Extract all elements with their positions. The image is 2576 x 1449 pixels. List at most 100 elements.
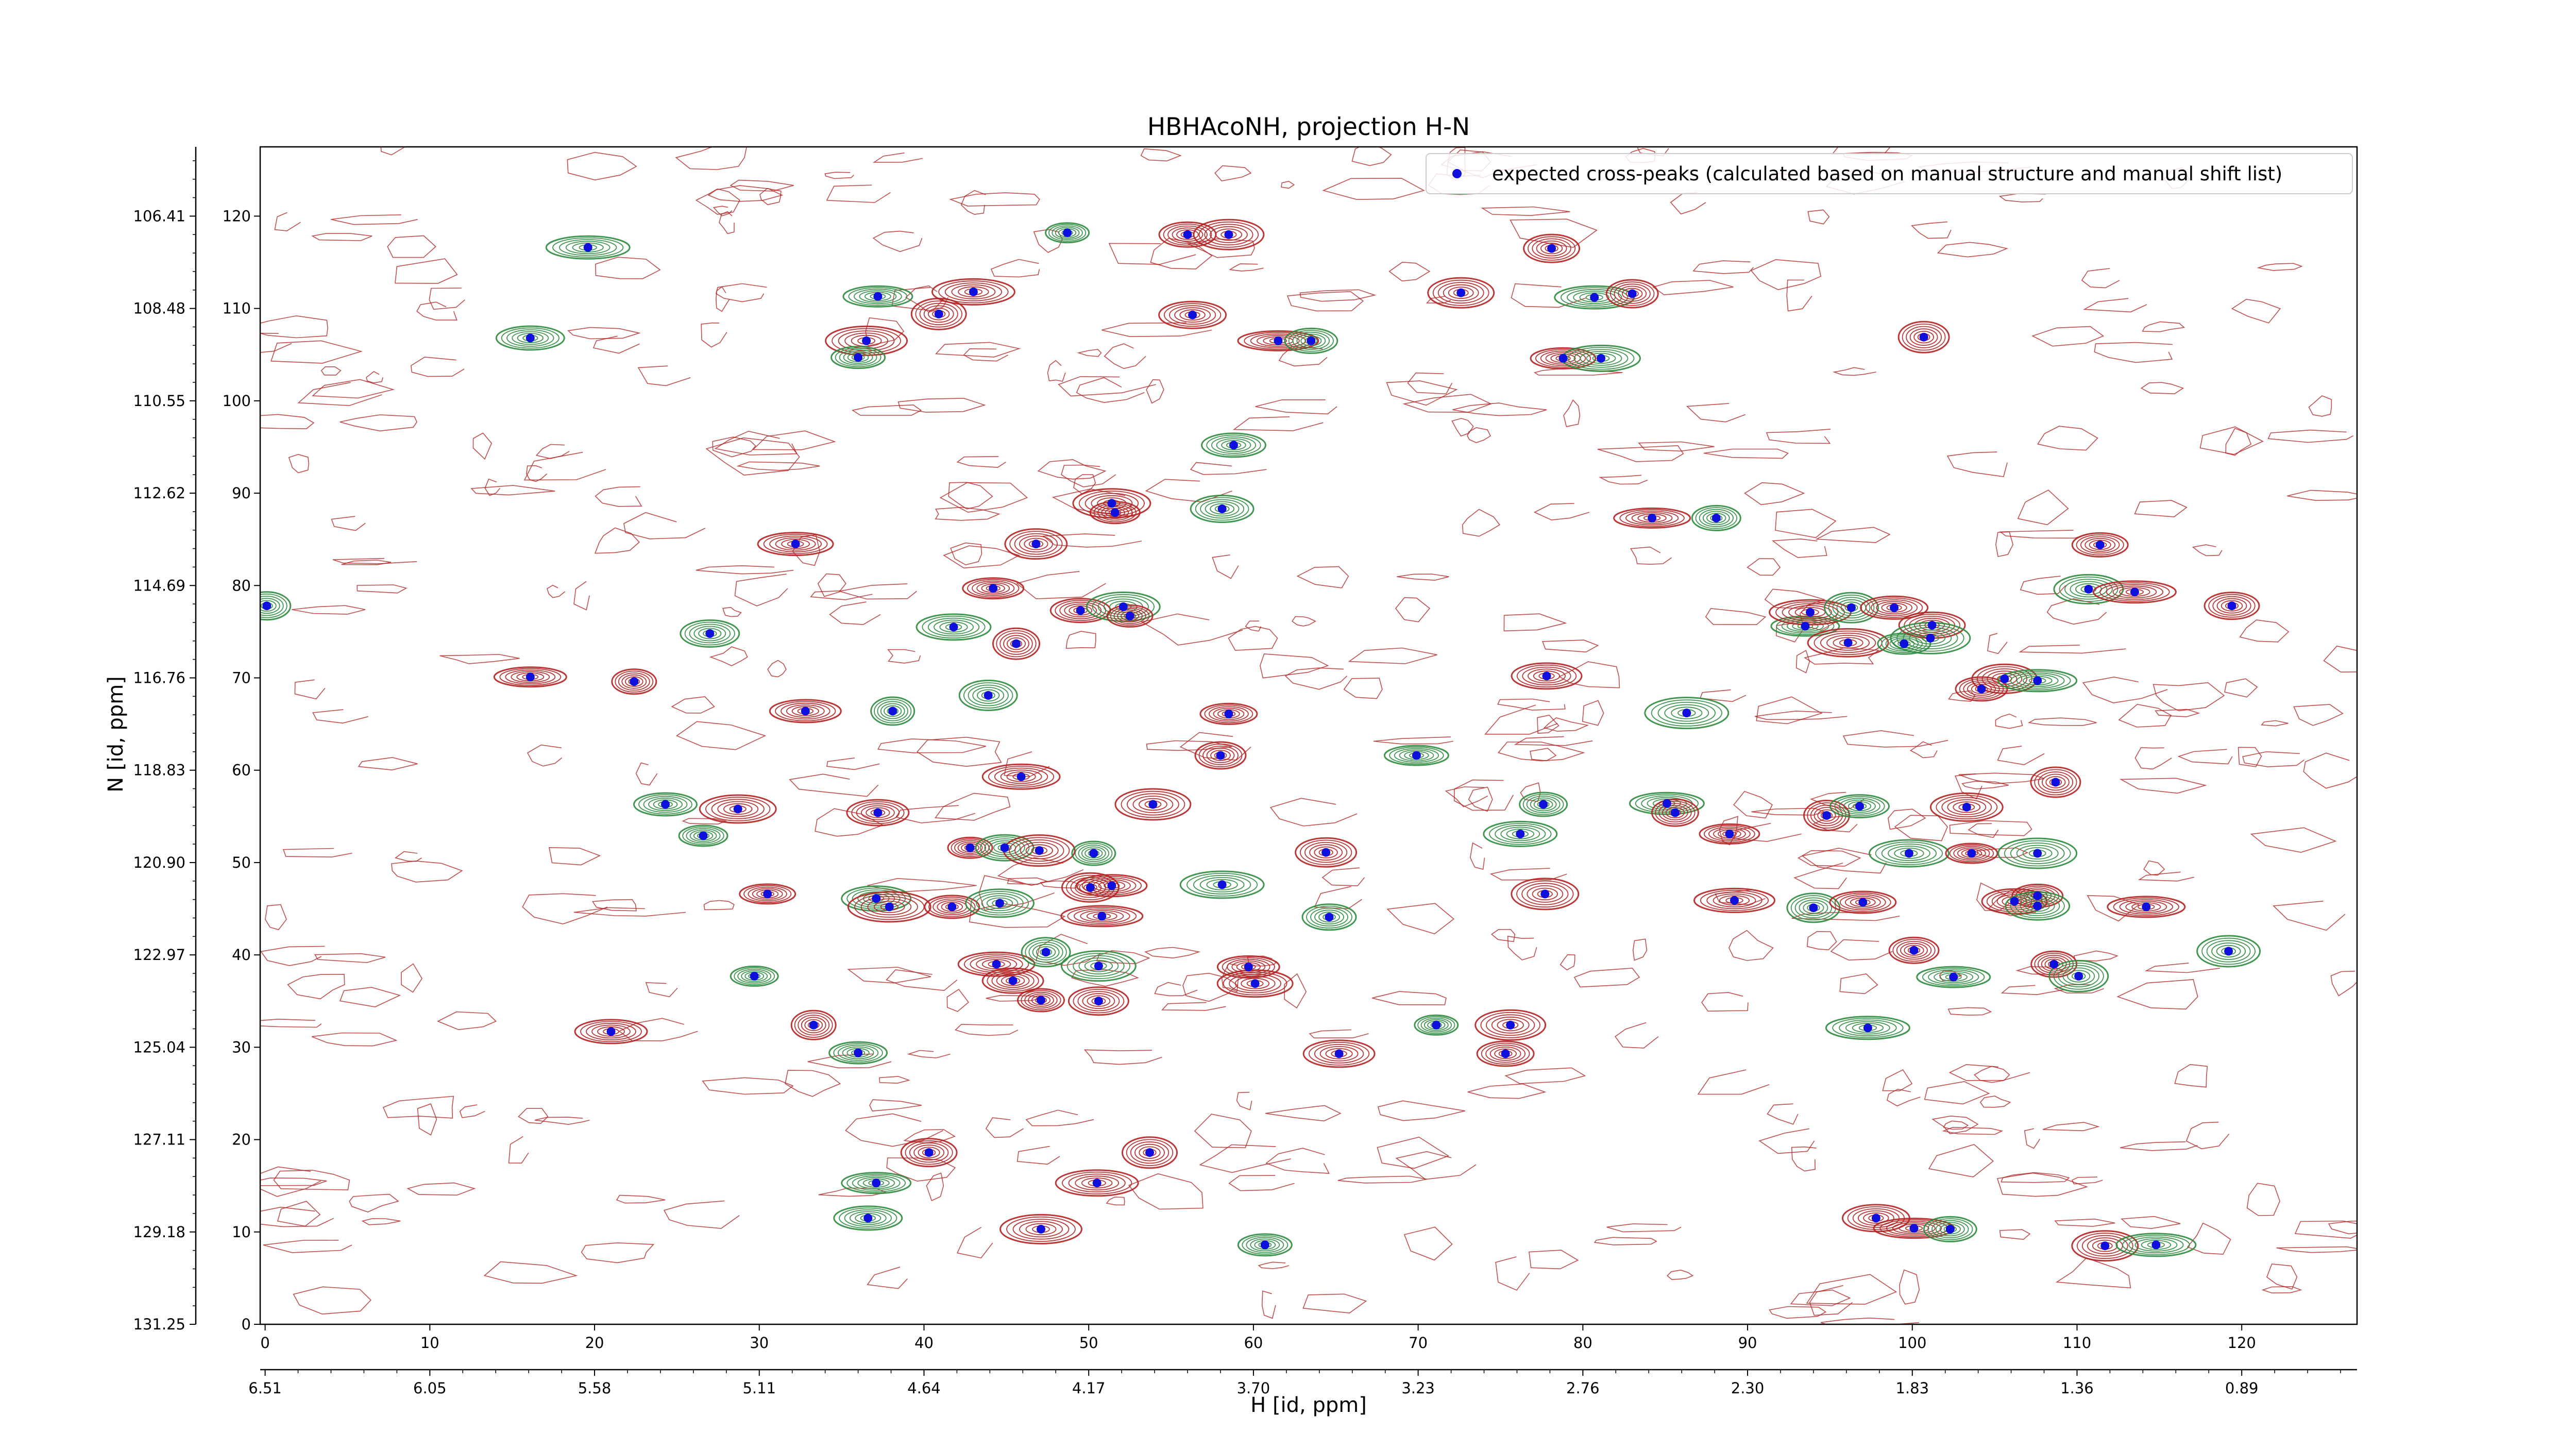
noise-contour (1973, 1066, 2010, 1083)
noise-contour (2027, 717, 2097, 726)
noise-contour (401, 963, 423, 993)
peak-contour-group (1190, 495, 1255, 523)
peak-contour-level (643, 796, 688, 813)
peak-contour-level (615, 670, 654, 693)
peak-contour-level (981, 959, 1011, 969)
peak-contour-level (781, 539, 810, 549)
cross-peak-point (1094, 962, 1103, 971)
cross-peak-point (1801, 621, 1810, 631)
noise-contour (260, 1018, 322, 1028)
contour-layer (260, 147, 2357, 1324)
peak-contour-level (1699, 509, 1734, 528)
peak-contour-level (1028, 941, 1063, 963)
noise-contour (948, 482, 993, 510)
peak-contour-level (1527, 885, 1564, 903)
cross-peak-point (1662, 799, 1671, 808)
peak-contour-level (1179, 870, 1265, 899)
peak-contour-level (1829, 890, 1897, 914)
peak-contour-group (769, 699, 842, 723)
noise-contour (1058, 376, 1156, 397)
peak-contour-level (1886, 1221, 1942, 1236)
peak-contour-level (1489, 823, 1552, 845)
peak-contour-level (1885, 636, 1923, 652)
cross-peak-point (1863, 1023, 1872, 1033)
noise-contour (406, 1182, 476, 1196)
noise-contour (713, 206, 733, 216)
peak-contour-level (1532, 238, 1571, 259)
peak-contour-level (843, 351, 873, 364)
noise-contour (956, 456, 1006, 468)
peak-contour-level (798, 1015, 830, 1036)
peak-contour-level (769, 699, 842, 723)
noise-contour (1842, 730, 1948, 748)
peak-contour-level (2062, 967, 2095, 985)
peak-contour-level (1045, 222, 1090, 244)
peak-contour-level (958, 286, 989, 298)
noise-contour (2042, 1122, 2100, 1132)
peak-contour-level (954, 840, 986, 856)
noise-contour (877, 738, 986, 753)
peak-contour-level (1497, 1019, 1524, 1032)
peak-contour-level (1250, 1238, 1280, 1252)
cross-peak-point (1456, 288, 1466, 297)
noise-contour (1255, 399, 1337, 415)
noise-contour (1747, 558, 1781, 576)
cross-peak-point (949, 622, 958, 632)
noise-contour (702, 1077, 794, 1095)
noise-contour (1161, 1002, 1226, 1011)
peak-contour-level (1021, 937, 1071, 968)
peak-contour-level (1237, 330, 1319, 351)
noise-contour (2081, 268, 2120, 289)
peak-contour-level (1491, 1016, 1530, 1034)
noise-contour (2328, 1220, 2357, 1235)
legend-marker (1452, 169, 1462, 178)
x-ppm-axis: 6.51 6.05 5.58 5.11 4.64 4.17 3.70 3.23 2.76 2.30… (248, 1370, 2341, 1397)
x-ppm-tick-label: 6.51 (248, 1379, 282, 1397)
noise-contour (2120, 1141, 2198, 1151)
cross-peak-point (1945, 1224, 1955, 1234)
peak-contour-level (1296, 333, 1326, 348)
peak-contour-level (1437, 282, 1484, 304)
cross-peak-point (2142, 902, 2151, 912)
cross-peak-point (1843, 638, 1853, 647)
peak-contour-level (870, 696, 916, 726)
noise-contour (1820, 1317, 1920, 1324)
peak-contour-level (968, 684, 1009, 706)
noise-contour (1265, 1148, 1330, 1174)
peak-contour-level (1834, 796, 1885, 817)
peak-contour-level (1206, 434, 1261, 456)
peak-contour-level (1881, 844, 1937, 863)
peak-contour-group (1216, 969, 1294, 998)
cross-peak-point (1547, 244, 1556, 253)
noise-contour (293, 1286, 371, 1315)
peak-contour-level (1625, 511, 1679, 526)
noise-contour (1309, 1029, 1369, 1039)
noise-contour (1597, 445, 1684, 462)
peak-contour-level (2070, 581, 2108, 598)
peak-contour-level (1860, 595, 1929, 620)
cross-peak-point (1540, 889, 1550, 899)
peak-contour-level (839, 1207, 897, 1229)
cross-peak-point (1949, 972, 1958, 982)
peak-contour-level (574, 1019, 648, 1044)
peak-contour-level (1945, 843, 1998, 864)
peak-contour-level (994, 767, 1048, 786)
peak-contour-level (638, 794, 692, 815)
peak-contour-level (916, 613, 992, 641)
noise-contour (573, 907, 686, 917)
peak-contour-level (1486, 1014, 1535, 1036)
peak-contour-level (1923, 1216, 1977, 1242)
noise-contour (1887, 808, 1926, 830)
y-ppm-tick-label: 114.69 (133, 577, 185, 594)
peak-contour-level (1234, 975, 1276, 991)
noise-contour (867, 1267, 908, 1289)
cross-peak-point (1977, 684, 1986, 694)
noise-contour (1073, 474, 1096, 495)
peak-contour-level (1900, 942, 1928, 958)
cross-peak-point (1145, 1148, 1154, 1157)
noise-contour (288, 453, 310, 474)
peak-contour-level (958, 680, 1018, 711)
noise-contour (1154, 982, 1198, 997)
x-ppm-tick-label: 0.89 (2225, 1379, 2259, 1397)
peak-contour-level (918, 1147, 940, 1158)
